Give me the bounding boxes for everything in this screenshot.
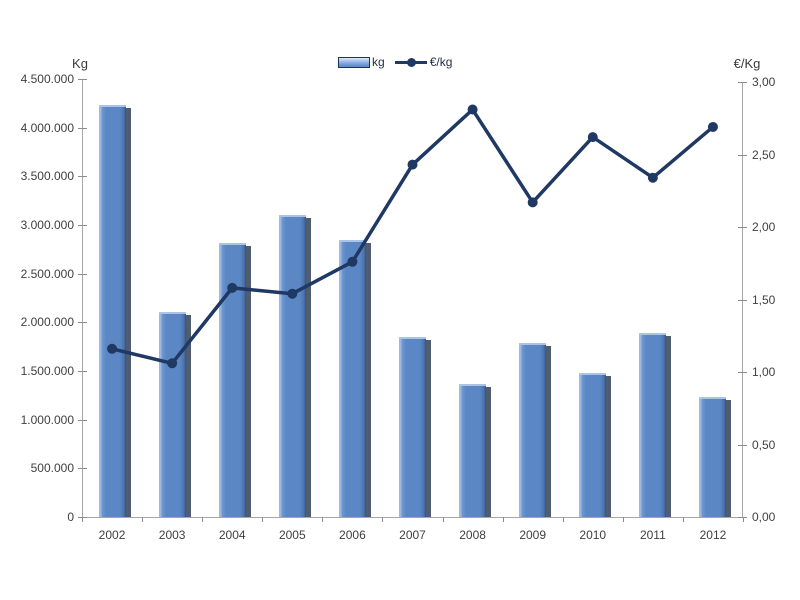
left-axis-tick-mark	[78, 273, 87, 275]
line-series-swatch-icon	[394, 57, 427, 67]
line-marker-2006	[347, 256, 358, 267]
legend-entry-kg: kg	[338, 55, 385, 69]
line-marker-2009	[527, 197, 538, 208]
category-label: 2005	[278, 528, 306, 542]
bar-2006	[338, 239, 366, 517]
category-label: 2006	[339, 528, 366, 542]
bar-2012	[699, 397, 727, 517]
left-axis-tick-mark	[78, 127, 87, 129]
line-marker-2007	[407, 159, 418, 170]
right-axis-tick-mark	[738, 517, 747, 518]
category-label: 2007	[399, 528, 426, 542]
category-tick-mark	[142, 517, 144, 522]
category-tick-mark	[202, 517, 204, 522]
bar-2010	[579, 372, 607, 517]
category-tick-mark	[82, 517, 83, 522]
right-axis-tick-label: 1,00	[752, 365, 776, 379]
line-marker-2011	[647, 172, 658, 183]
category-tick-mark	[622, 517, 624, 522]
category-label: 2012	[699, 528, 727, 542]
bar-2002	[98, 105, 126, 517]
left-axis-tick-mark	[78, 176, 87, 178]
left-axis-tick-label: 2.000.000	[20, 315, 74, 330]
right-axis-tick-label: 0,50	[752, 437, 776, 452]
bar-2005	[278, 215, 306, 517]
left-axis-tick-label: 4.000.000	[20, 120, 74, 135]
bar-2003	[158, 311, 186, 517]
category-label: 2002	[98, 528, 126, 542]
left-axis-tick-label: 1.500.000	[20, 364, 74, 378]
line-marker-2003	[167, 358, 178, 369]
category-tick-mark	[322, 517, 324, 522]
left-axis-title: Kg	[72, 56, 88, 71]
right-axis-tick-mark	[738, 82, 747, 83]
line-marker-2005	[287, 288, 298, 299]
left-axis-tick-label: 0	[67, 510, 74, 524]
category-label: 2010	[579, 528, 607, 542]
legend-entry-eur-per-kg: €/kg	[394, 55, 453, 69]
left-axis-tick-label: 1.000.000	[20, 412, 74, 427]
left-axis-tick-mark	[78, 419, 87, 421]
category-tick-mark	[442, 517, 444, 522]
line-marker-2012	[707, 121, 718, 132]
bar-series-swatch-icon	[338, 56, 370, 68]
category-label: 2011	[639, 528, 666, 542]
right-axis-tick-mark	[738, 299, 747, 301]
left-axis-tick-mark	[78, 79, 87, 80]
right-axis-tick-mark	[738, 154, 747, 156]
category-label: 2003	[158, 528, 186, 542]
right-axis-tick-label: 1,50	[752, 292, 776, 307]
bar-2007	[399, 336, 426, 517]
category-tick-mark	[682, 517, 684, 522]
category-tick-mark	[502, 517, 504, 522]
left-axis-tick-label: 2.500.000	[20, 266, 74, 281]
category-label: 2008	[459, 528, 486, 542]
category-tick-mark	[562, 517, 564, 522]
category-label: 2009	[519, 528, 547, 542]
line-marker-2004	[227, 282, 238, 293]
left-axis-tick-mark	[78, 225, 87, 226]
category-tick-mark	[743, 517, 744, 522]
legend-label-eur-per-kg: €/kg	[429, 55, 453, 69]
line-marker-2008	[467, 104, 478, 115]
legend-label-kg: kg	[372, 55, 385, 69]
eur-per-kg-line	[110, 107, 715, 366]
category-tick-mark	[382, 517, 384, 522]
left-axis-line	[82, 79, 83, 518]
left-axis-tick-mark	[78, 322, 87, 324]
legend: kg €/kg	[338, 55, 452, 69]
line-marker-2002	[107, 343, 118, 354]
left-axis-tick-mark	[78, 371, 87, 372]
bar-2009	[519, 342, 547, 517]
right-axis-tick-label: 3,00	[752, 75, 776, 89]
plot-area	[82, 79, 743, 517]
left-axis-tick-label: 3.000.000	[20, 218, 74, 232]
left-axis-tick-label: 500.000	[30, 461, 74, 476]
right-axis-tick-label: 2,50	[752, 147, 776, 162]
category-tick-mark	[262, 517, 264, 522]
bar-2011	[639, 333, 667, 517]
right-axis-tick-mark	[738, 372, 747, 373]
bottom-axis-line	[82, 517, 743, 518]
category-label: 2004	[218, 528, 246, 542]
right-axis-title: €/Kg	[733, 56, 761, 71]
left-axis-tick-label: 4.500.000	[20, 72, 74, 86]
bar-2008	[459, 383, 487, 517]
line-marker-2010	[587, 132, 598, 143]
line-series	[107, 104, 718, 369]
right-axis-tick-label: 0,00	[752, 510, 776, 524]
left-axis-tick-label: 3.500.000	[20, 169, 74, 184]
right-axis-tick-label: 2,00	[752, 220, 776, 234]
left-axis-tick-mark	[78, 468, 87, 470]
right-axis-tick-mark	[738, 227, 747, 228]
right-axis-tick-mark	[738, 444, 747, 446]
